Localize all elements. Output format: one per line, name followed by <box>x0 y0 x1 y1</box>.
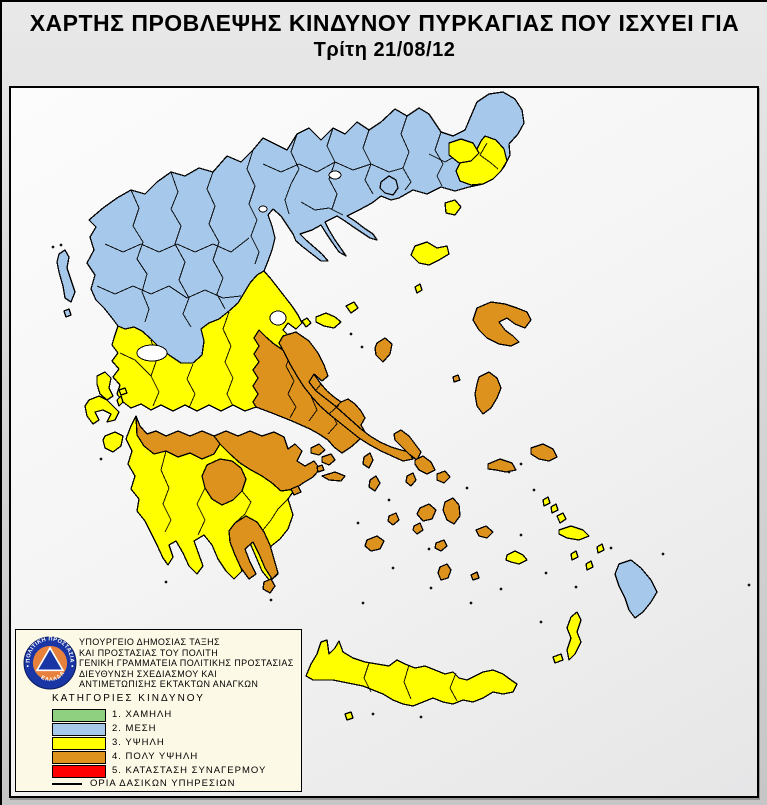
island-leros <box>550 503 559 514</box>
island-salamina <box>310 443 326 456</box>
ionian-islands <box>56 249 128 453</box>
island-symi <box>596 543 605 554</box>
island-ios <box>434 539 448 552</box>
island-paxos <box>63 308 72 318</box>
island-kos <box>558 525 590 541</box>
island-gavdos <box>344 711 354 721</box>
agency-line: ΑΝΤΙΜΕΤΩΠΙΣΗΣ ΕΚΤΑΚΤΩΝ ΑΝΑΓΚΩΝ <box>79 679 259 690</box>
legend-box: ΠΟΛΙΤΙΚΗ ΠΡΟΣΤΑΣΙΑ ΕΛΛΑΔΑ ΥΠΟΥΡΓΕΙΟ ΔΗΜΟ… <box>15 629 302 792</box>
island-patmos <box>542 496 551 507</box>
island-kythnos <box>368 475 381 492</box>
island-santorini <box>437 563 452 581</box>
lake <box>328 170 342 180</box>
island-lefkada <box>96 371 114 401</box>
island-zakynthos <box>102 431 124 453</box>
very-high-risk-swatch <box>52 751 106 764</box>
high-risk-label: 3. ΥΨΗΛΗ <box>112 737 165 748</box>
island-agios-efstratios <box>414 283 423 294</box>
agency-line: ΓΕΝΙΚΗ ΓΡΑΜΜΑΤΕΙΑ ΠΟΛΙΤΙΚΗΣ ΠΡΟΣΤΑΣΙΑΣ <box>79 658 294 669</box>
island-kea <box>362 452 374 469</box>
agency-text: ΥΠΟΥΡΓΕΙΟ ΔΗΜΟΣΙΑΣ ΤΑΞΗΣ ΚΑΙ ΠΡΟΣΤΑΣΙΑΣ … <box>79 637 299 690</box>
low-risk-label: 1. ΧΑΜΗΛΗ <box>112 709 173 720</box>
cyclades-islands <box>362 429 494 581</box>
island-ikaria <box>487 458 517 473</box>
lake <box>258 205 268 213</box>
island-meganisi <box>118 387 128 396</box>
region-central-greece <box>111 270 303 412</box>
island-hydra <box>321 471 346 482</box>
island-chios <box>474 371 502 415</box>
region-north-mainland <box>86 91 525 364</box>
map-title: ΧΑΡΤΗΣ ΠΡΟΒΛΕΨΗΣ ΚΙΝΔΥΝΟΥ ΠΥΡΚΑΓΙΑΣ ΠΟΥ … <box>29 10 740 36</box>
page-title: ΧΑΡΤΗΣ ΠΡΟΒΛΕΨΗΣ ΚΙΝΔΥΝΟΥ ΠΥΡΚΑΓΙΑΣ ΠΟΥ … <box>2 10 767 62</box>
island-rhodes <box>614 559 658 619</box>
island-mykonos <box>436 470 451 484</box>
island-kythira <box>262 578 276 594</box>
island-lesvos <box>472 301 532 347</box>
island-spetses <box>290 485 302 496</box>
island-karpathos <box>566 611 582 661</box>
boundary-label: ΟΡΙΑ ΔΑΣΙΚΩΝ ΥΠΗΡΕΣΙΩΝ <box>90 778 236 789</box>
island-skyros <box>374 337 393 363</box>
island-near-kavala <box>379 175 399 196</box>
island-astypalaia <box>505 550 528 565</box>
island-tinos <box>414 455 436 475</box>
alarm-risk-swatch <box>52 765 106 778</box>
island-cephalonia <box>84 395 120 425</box>
map-date: Τρίτη 21/08/12 <box>313 39 456 61</box>
island-tilos <box>585 560 594 571</box>
island-kasos <box>552 653 564 664</box>
island-skopelos <box>315 312 342 329</box>
boundary-line-symbol <box>52 783 82 785</box>
island-limnos <box>410 241 450 266</box>
island-amorgos <box>475 525 494 539</box>
very-high-risk-label: 4. ΠΟΛΥ ΥΨΗΛΗ <box>112 751 199 762</box>
island-kalymnos <box>556 512 567 524</box>
island-corfu <box>56 249 76 303</box>
sporades-islands <box>301 301 359 329</box>
island-samothrace <box>444 199 462 216</box>
ambracian-gulf <box>136 344 168 362</box>
civil-protection-logo: ΠΟΛΙΤΙΚΗ ΠΡΟΣΤΑΣΙΑ ΕΛΛΑΔΑ <box>23 636 77 690</box>
dodecanese-islands <box>505 496 658 664</box>
agency-line: ΥΠΟΥΡΓΕΙΟ ΔΗΜΟΣΙΑΣ ΤΑΞΗΣ <box>79 637 221 647</box>
island-anafi <box>470 571 480 581</box>
medium-risk-label: 2. ΜΕΣΗ <box>112 723 157 734</box>
island-nisyros <box>570 550 579 561</box>
island-poros <box>316 464 325 473</box>
island-alonissos <box>345 301 359 314</box>
legend-categories-title: ΚΑΤΗΓΟΡΙΕΣ ΚΙΝΔΥΝΟΥ <box>52 693 205 704</box>
island-naxos <box>442 497 461 525</box>
pagasetic-gulf <box>269 310 287 326</box>
north-aegean-islands <box>379 138 558 473</box>
island-milos <box>364 535 385 552</box>
low-risk-swatch <box>52 709 106 722</box>
region-crete <box>305 639 518 721</box>
island-samos <box>530 443 558 462</box>
tiny-islets <box>51 243 751 719</box>
island-psara <box>452 374 461 383</box>
island-skiathos <box>301 317 312 328</box>
island-paros <box>416 503 437 522</box>
high-risk-swatch <box>52 737 106 750</box>
agency-line: ΔΙΕΥΘΥΝΣΗ ΣΧΕΔΙΑΣΜΟΥ ΚΑΙ <box>79 668 218 679</box>
saronic-islands <box>290 443 346 496</box>
island-serifos <box>387 512 400 526</box>
island-andros <box>393 429 422 461</box>
region-evia <box>278 331 414 462</box>
map-frame: ΠΟΛΙΤΙΚΗ ΠΡΟΣΤΑΣΙΑ ΕΛΛΑΔΑ ΥΠΟΥΡΓΕΙΟ ΔΗΜΟ… <box>9 86 759 798</box>
region-peloponnese <box>125 415 321 594</box>
greece-map-svg <box>51 91 751 721</box>
island-ithaca <box>116 395 124 407</box>
island-thasos <box>448 138 480 164</box>
alarm-risk-label: 5. ΚΑΤΑΣΤΑΣΗ ΣΥΝΑΓΕΡΜΟΥ <box>112 765 267 776</box>
island-sifnos <box>412 522 424 535</box>
agency-line: ΚΑΙ ΠΡΟΣΤΑΣΙΑΣ ΤΟΥ ΠΟΛΙΤΗ <box>79 647 219 658</box>
island-syros <box>405 472 417 487</box>
island-aegina <box>321 453 336 466</box>
medium-risk-swatch <box>52 723 106 736</box>
